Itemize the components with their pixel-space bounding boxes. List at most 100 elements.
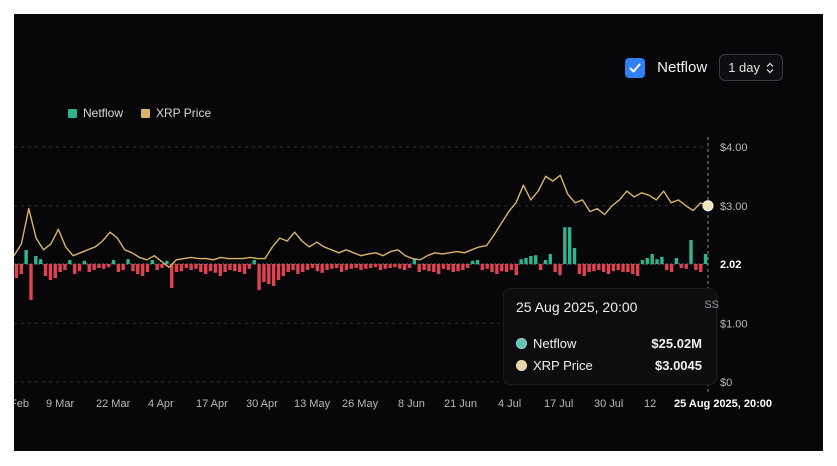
netflow-bar [582, 264, 586, 276]
netflow-bar [310, 264, 315, 268]
netflow-bar [669, 264, 674, 272]
netflow-bar [388, 264, 392, 268]
netflow-bar [519, 259, 523, 264]
netflow-checkbox[interactable] [625, 57, 646, 78]
netflow-bar [247, 264, 252, 269]
netflow-bar [500, 264, 504, 272]
netflow-bar [194, 264, 198, 269]
netflow-bar [373, 264, 378, 268]
tooltip-price-name: XRP Price [533, 358, 593, 373]
x-tick-label: 8 Jun [398, 398, 425, 410]
chart-frame: Netflow 1 day Netflow XRP Price $4.00 $3.… [14, 14, 823, 451]
netflow-bar [204, 264, 208, 274]
tooltip-row-xrp-price: XRP Price $3.0045 [516, 358, 702, 373]
chart-legend: Netflow XRP Price [68, 106, 211, 120]
interval-select[interactable]: 1 day [719, 54, 783, 81]
xrp-price-swatch [141, 108, 151, 118]
netflow-bar [485, 264, 489, 269]
netflow-bar [58, 264, 62, 272]
netflow-bar [655, 259, 659, 264]
netflow-bar [514, 264, 518, 276]
interval-select-value: 1 day [728, 60, 760, 75]
netflow-bar [412, 259, 417, 264]
y-tick-label: $4.00 [720, 142, 748, 154]
netflow-bar [674, 258, 679, 264]
netflow-bar [189, 264, 193, 270]
netflow-bar [320, 264, 324, 273]
netflow-bar [252, 260, 256, 264]
tooltip-netflow-value: $25.02M [651, 336, 702, 351]
netflow-bar [538, 264, 543, 270]
tooltip-netflow-name: Netflow [533, 336, 577, 351]
netflow-bar [242, 264, 247, 274]
netflow-bar [543, 260, 548, 264]
netflow-bar [165, 260, 169, 264]
plot-area[interactable]: $4.00 $3.00 $1.00 $0 2.02 Feb 9 Mar 22 Mar 4 Ap… [14, 14, 823, 451]
netflow-bar [703, 253, 708, 264]
netflow-bar [72, 264, 77, 274]
netflow-bar [349, 264, 353, 269]
netflow-bar [131, 264, 135, 272]
netflow-bar [475, 260, 480, 264]
netflow-bar [398, 264, 402, 269]
netflow-bar [364, 264, 368, 269]
x-tick-label: 25 Aug 2025, 20:00 [674, 398, 772, 410]
y-tick-label: $0 [720, 377, 732, 389]
netflow-bar [179, 264, 184, 272]
netflow-bar [213, 264, 218, 273]
netflow-bar [82, 260, 87, 264]
netflow-bar [694, 264, 698, 270]
netflow-bar [301, 264, 305, 272]
netflow-bar [281, 264, 286, 276]
netflow-swatch [68, 108, 77, 118]
netflow-bar [509, 264, 514, 270]
current-netflow-label: 2.02 [720, 259, 741, 271]
netflow-bar [257, 264, 261, 290]
netflow-bar [291, 264, 295, 270]
netflow-bar [267, 264, 271, 284]
netflow-bar [572, 248, 577, 264]
y-tick-label: $3.00 [720, 201, 748, 213]
netflow-bar [233, 264, 237, 272]
netflow-bar [102, 264, 106, 269]
netflow-bar [38, 259, 43, 264]
netflow-bar [208, 264, 213, 272]
x-tick-label: 4 Jul [498, 398, 521, 410]
netflow-bar [446, 264, 451, 270]
netflow-bar [14, 264, 19, 278]
chart-toolbar: Netflow 1 day [625, 54, 783, 81]
netflow-bar [369, 264, 373, 268]
x-tick-label: 9 Mar [46, 398, 74, 410]
netflow-bar [436, 264, 441, 274]
netflow-bar [271, 264, 276, 286]
netflow-bar [160, 264, 164, 268]
netflow-bar [19, 264, 23, 274]
netflow-bar [97, 264, 101, 268]
netflow-bars [14, 227, 708, 300]
netflow-bar [466, 264, 470, 268]
x-tick-label: 22 Mar [96, 398, 131, 410]
netflow-bar [495, 264, 499, 274]
netflow-bar [456, 264, 460, 272]
netflow-bar [470, 260, 475, 264]
netflow-bar [155, 264, 159, 270]
netflow-bar [150, 260, 155, 264]
netflow-bar [504, 264, 509, 272]
tooltip-row-netflow: Netflow $25.02M [516, 336, 702, 351]
netflow-bar [645, 258, 650, 264]
x-tick-label: 17 Jul [544, 398, 573, 410]
legend-item-netflow[interactable]: Netflow [68, 106, 123, 120]
netflow-bar [228, 264, 232, 270]
netflow-bar [276, 264, 281, 280]
netflow-bar [121, 264, 125, 270]
y-axis-labels: $4.00 $3.00 $1.00 $0 2.02 [720, 142, 748, 389]
netflow-bar [24, 250, 28, 264]
legend-item-xrp-price[interactable]: XRP Price [141, 106, 211, 120]
netflow-bar [451, 264, 455, 272]
netflow-bar [592, 264, 596, 272]
netflow-toggle-label[interactable]: Netflow [657, 59, 708, 76]
netflow-bar [29, 264, 33, 300]
netflow-bar [339, 264, 344, 272]
netflow-bar [660, 256, 664, 264]
netflow-bar [553, 264, 557, 272]
